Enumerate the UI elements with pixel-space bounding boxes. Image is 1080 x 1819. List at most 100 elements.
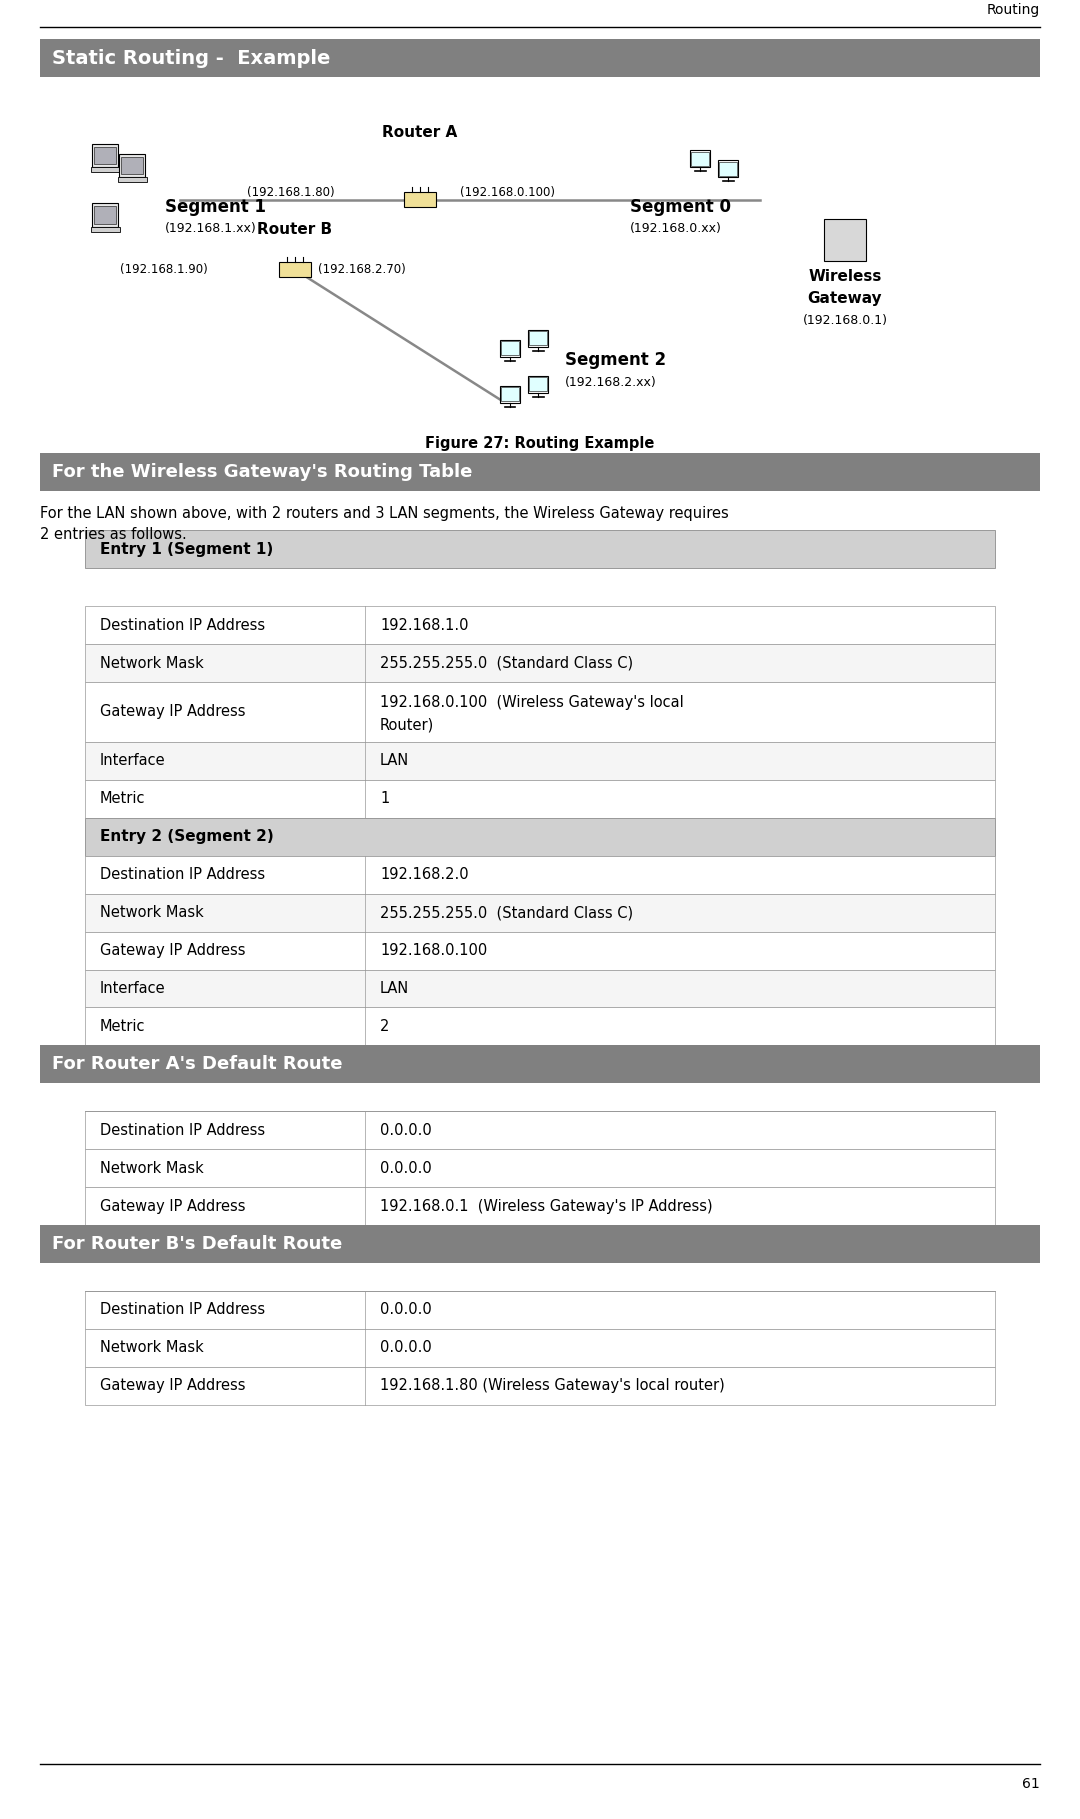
- Text: Segment 2: Segment 2: [565, 351, 666, 369]
- Bar: [85, 1330, 995, 1366]
- Bar: [121, 156, 144, 175]
- Bar: [501, 342, 519, 355]
- Text: Metric: Metric: [100, 1019, 146, 1033]
- Bar: [404, 193, 436, 207]
- Text: Gateway IP Address: Gateway IP Address: [100, 704, 245, 720]
- Text: Static Routing -  Example: Static Routing - Example: [52, 49, 330, 67]
- Text: Router A: Router A: [382, 126, 458, 140]
- Text: 192.168.0.1  (Wireless Gateway's IP Address): 192.168.0.1 (Wireless Gateway's IP Addre…: [380, 1199, 713, 1213]
- Bar: [85, 1291, 995, 1330]
- Bar: [85, 970, 995, 1008]
- Bar: [690, 149, 711, 167]
- Bar: [529, 377, 548, 391]
- Bar: [92, 204, 118, 227]
- Bar: [40, 40, 1040, 76]
- Text: Entry 2 (Segment 2): Entry 2 (Segment 2): [100, 829, 273, 844]
- Bar: [85, 1150, 995, 1188]
- Bar: [85, 1008, 995, 1046]
- Bar: [85, 893, 995, 931]
- Text: Wireless: Wireless: [808, 269, 881, 284]
- Text: 192.168.0.100: 192.168.0.100: [380, 942, 487, 959]
- Bar: [824, 218, 866, 260]
- Text: Router): Router): [380, 719, 434, 733]
- Text: 192.168.0.100  (Wireless Gateway's local: 192.168.0.100 (Wireless Gateway's local: [380, 695, 684, 711]
- Text: Interface: Interface: [100, 980, 165, 997]
- Bar: [92, 144, 118, 167]
- Text: 1: 1: [380, 791, 389, 806]
- Text: 192.168.1.0: 192.168.1.0: [380, 618, 469, 633]
- Text: (192.168.0.1): (192.168.0.1): [802, 315, 888, 327]
- Bar: [94, 207, 117, 224]
- Text: Destination IP Address: Destination IP Address: [100, 1122, 265, 1137]
- Bar: [85, 531, 995, 568]
- Text: 192.168.1.80 (Wireless Gateway's local router): 192.168.1.80 (Wireless Gateway's local r…: [380, 1379, 725, 1393]
- Text: 0.0.0.0: 0.0.0.0: [380, 1302, 432, 1317]
- Text: Routing: Routing: [987, 4, 1040, 16]
- Text: (192.168.1.xx): (192.168.1.xx): [165, 222, 257, 235]
- Text: LAN: LAN: [380, 980, 409, 997]
- Bar: [85, 819, 995, 855]
- Text: Destination IP Address: Destination IP Address: [100, 868, 265, 882]
- Bar: [691, 151, 710, 166]
- Bar: [94, 147, 117, 164]
- Text: LAN: LAN: [380, 753, 409, 768]
- Text: (192.168.0.xx): (192.168.0.xx): [630, 222, 721, 235]
- Bar: [85, 1111, 995, 1150]
- Bar: [85, 1366, 995, 1404]
- Text: (192.168.0.100): (192.168.0.100): [460, 186, 555, 200]
- Text: 255.255.255.0  (Standard Class C): 255.255.255.0 (Standard Class C): [380, 655, 633, 671]
- Text: (192.168.2.xx): (192.168.2.xx): [565, 377, 657, 389]
- Bar: [40, 453, 1040, 491]
- Text: Destination IP Address: Destination IP Address: [100, 618, 265, 633]
- Bar: [501, 387, 519, 402]
- Text: 255.255.255.0  (Standard Class C): 255.255.255.0 (Standard Class C): [380, 906, 633, 920]
- Text: 0.0.0.0: 0.0.0.0: [380, 1341, 432, 1355]
- Bar: [85, 682, 995, 742]
- Bar: [91, 167, 120, 173]
- Bar: [118, 176, 147, 182]
- Text: 2: 2: [380, 1019, 390, 1033]
- Text: Segment 0: Segment 0: [630, 198, 731, 216]
- Bar: [717, 160, 739, 176]
- Text: Metric: Metric: [100, 791, 146, 806]
- Bar: [528, 377, 549, 393]
- Bar: [279, 262, 311, 276]
- Text: Destination IP Address: Destination IP Address: [100, 1302, 265, 1317]
- Text: 192.168.2.0: 192.168.2.0: [380, 868, 469, 882]
- Text: (192.168.1.80): (192.168.1.80): [247, 186, 335, 200]
- Bar: [528, 329, 549, 347]
- Text: (192.168.2.70): (192.168.2.70): [318, 264, 406, 276]
- Bar: [85, 780, 995, 819]
- Text: Gateway IP Address: Gateway IP Address: [100, 942, 245, 959]
- Text: For Router B's Default Route: For Router B's Default Route: [52, 1235, 342, 1253]
- Bar: [719, 162, 738, 176]
- Bar: [40, 1046, 1040, 1084]
- Bar: [85, 1188, 995, 1224]
- Bar: [119, 153, 145, 176]
- Text: Gateway IP Address: Gateway IP Address: [100, 1199, 245, 1213]
- Text: Network Mask: Network Mask: [100, 906, 204, 920]
- Text: (192.168.1.90): (192.168.1.90): [120, 264, 208, 276]
- Text: 61: 61: [1023, 1777, 1040, 1792]
- Text: 0.0.0.0: 0.0.0.0: [380, 1161, 432, 1175]
- Text: Figure 27: Routing Example: Figure 27: Routing Example: [426, 437, 654, 451]
- Bar: [85, 855, 995, 893]
- Text: Gateway: Gateway: [808, 291, 882, 306]
- Bar: [85, 742, 995, 780]
- Text: Segment 1: Segment 1: [165, 198, 266, 216]
- Bar: [500, 340, 521, 357]
- Text: Router B: Router B: [257, 222, 333, 236]
- Text: Network Mask: Network Mask: [100, 1161, 204, 1175]
- Bar: [40, 1224, 1040, 1262]
- Bar: [529, 331, 548, 346]
- Text: 0.0.0.0: 0.0.0.0: [380, 1122, 432, 1137]
- Text: For the LAN shown above, with 2 routers and 3 LAN segments, the Wireless Gateway: For the LAN shown above, with 2 routers …: [40, 506, 729, 542]
- Text: Gateway IP Address: Gateway IP Address: [100, 1379, 245, 1393]
- Text: Network Mask: Network Mask: [100, 655, 204, 671]
- Text: Interface: Interface: [100, 753, 165, 768]
- Bar: [85, 931, 995, 970]
- Text: Network Mask: Network Mask: [100, 1341, 204, 1355]
- Text: Entry 1 (Segment 1): Entry 1 (Segment 1): [100, 542, 273, 557]
- Bar: [85, 606, 995, 644]
- Bar: [500, 386, 521, 402]
